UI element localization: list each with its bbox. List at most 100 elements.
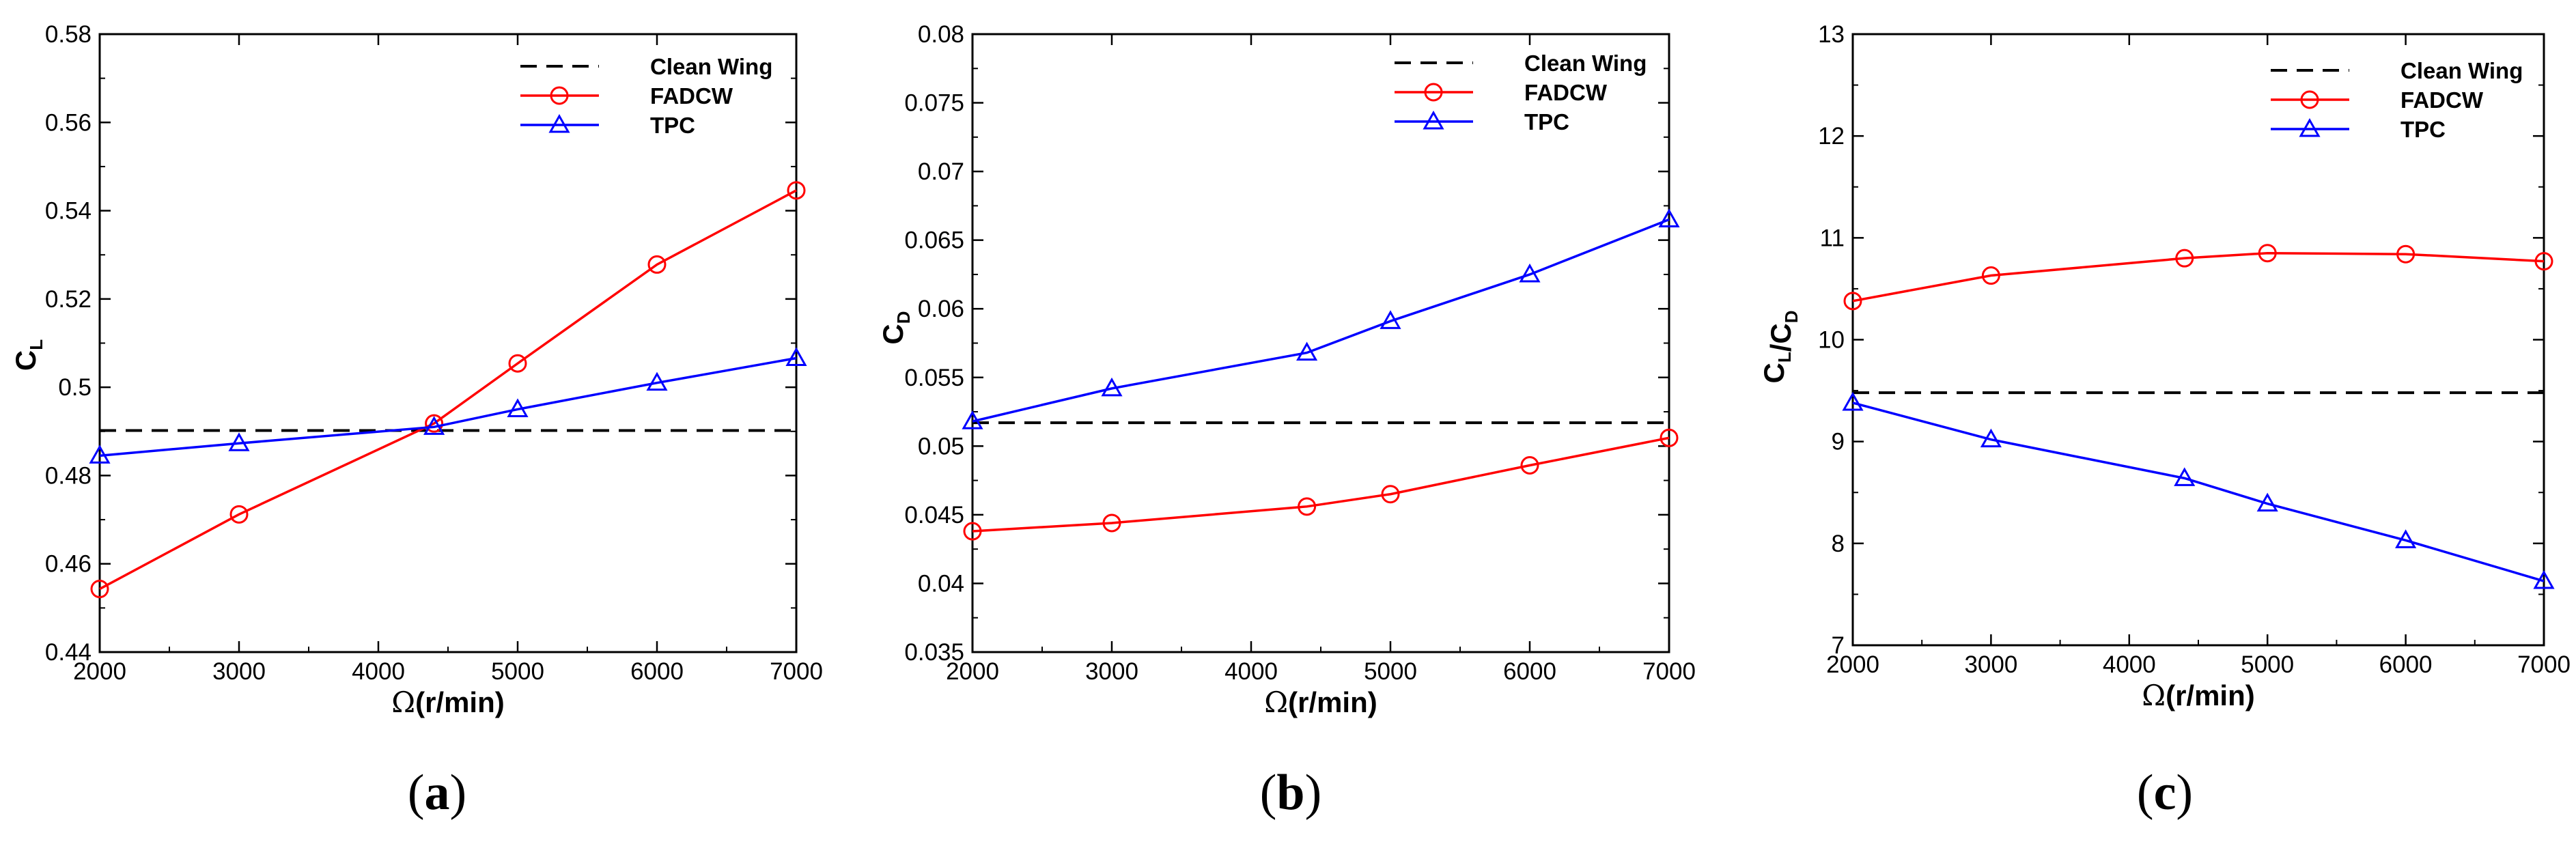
data-point-circle <box>787 181 806 200</box>
data-point-circle <box>1520 455 1539 475</box>
y-tick-label: 0.06 <box>918 296 964 322</box>
legend-label: Clean Wing <box>2400 58 2523 83</box>
data-point-triangle <box>2256 492 2278 512</box>
y-tick-label: 0.07 <box>918 158 964 185</box>
data-point-triangle <box>2395 529 2417 548</box>
y-tick-label: 13 <box>1818 21 1845 48</box>
x-tick-label: 2000 <box>1826 651 1879 678</box>
legend-label: TPC <box>2400 117 2446 142</box>
y-tick-label: 0.44 <box>45 639 92 666</box>
series-tpc <box>1842 391 2555 589</box>
data-point-triangle <box>1980 428 2002 448</box>
series-tpc <box>962 208 1680 429</box>
x-axis-label: Ω(r/min) <box>1264 686 1377 719</box>
data-point-triangle <box>785 347 807 366</box>
y-tick-label: 0.56 <box>45 109 92 136</box>
legend-label: Clean Wing <box>650 54 772 79</box>
y-tick-label: 0.46 <box>45 551 92 578</box>
legend-label: TPC <box>1524 109 1569 135</box>
x-tick-label: 3000 <box>1085 658 1138 685</box>
panel-label-c: (c) <box>2137 765 2193 821</box>
data-point-triangle <box>2174 467 2196 486</box>
y-tick-label: 0.05 <box>918 433 964 460</box>
data-point-triangle <box>89 445 111 464</box>
legend-label: Clean Wing <box>1524 51 1647 76</box>
legend-marker-triangle <box>548 113 570 133</box>
x-tick-label: 7000 <box>2517 651 2571 678</box>
x-tick-label: 7000 <box>1642 658 1696 685</box>
series-fadcw <box>1843 244 2553 311</box>
x-tick-label: 6000 <box>2379 651 2433 678</box>
y-tick-label: 12 <box>1818 123 1845 150</box>
data-point-circle <box>1660 428 1679 447</box>
data-point-triangle <box>1842 391 1864 411</box>
x-axis-label: Ω(r/min) <box>391 686 504 719</box>
y-tick-label: 0.58 <box>45 21 92 48</box>
x-tick-label: 3000 <box>1964 651 2017 678</box>
y-tick-label: 0.055 <box>904 365 964 391</box>
data-point-circle <box>2258 244 2277 263</box>
data-point-triangle <box>423 416 445 435</box>
legend: Clean Wing FADCW TPC <box>520 54 772 138</box>
data-point-circle <box>1981 266 2000 285</box>
data-point-circle <box>90 580 109 599</box>
y-axis-label: CL <box>10 339 46 371</box>
legend-marker-triangle <box>1423 110 1444 130</box>
series-line <box>972 436 1670 533</box>
x-tick-label: 7000 <box>770 658 823 685</box>
data-point-circle <box>963 522 982 541</box>
y-tick-label: 11 <box>1820 225 1845 251</box>
x-tick-label: 4000 <box>352 658 405 685</box>
y-tick-label: 7 <box>1832 632 1845 659</box>
y-tick-label: 0.48 <box>45 462 92 489</box>
legend-marker-circle <box>2300 90 2319 109</box>
x-tick-label: 4000 <box>1224 658 1278 685</box>
series-line <box>99 356 797 457</box>
y-tick-label: 0.08 <box>918 21 964 48</box>
legend: Clean Wing FADCW TPC <box>1395 51 1647 135</box>
legend-label: FADCW <box>1524 80 1608 105</box>
y-tick-label: 0.52 <box>45 286 92 313</box>
series-line <box>972 218 1670 423</box>
data-point-triangle <box>1296 341 1318 361</box>
series-line <box>1852 251 2545 302</box>
data-point-circle <box>2534 252 2553 271</box>
x-tick-label: 5000 <box>491 658 544 685</box>
legend-marker-circle <box>550 86 569 105</box>
data-point-circle <box>229 505 249 524</box>
legend-label: TPC <box>650 113 695 138</box>
y-tick-label: 0.5 <box>58 374 92 401</box>
y-axis-label: CD <box>877 311 914 344</box>
data-point-triangle <box>228 432 250 451</box>
y-tick-label: 0.045 <box>904 502 964 528</box>
x-tick-label: 6000 <box>630 658 684 685</box>
x-tick-label: 5000 <box>1364 658 1417 685</box>
data-point-circle <box>2396 244 2416 264</box>
chart-panel-a: 2000 3000 4000 5000 6000 7000 0.44 0.46 0.48 0.5 0… <box>10 21 823 719</box>
data-point-circle <box>1102 513 1121 533</box>
data-point-triangle <box>507 398 529 417</box>
data-point-circle <box>1298 497 1317 516</box>
data-point-triangle <box>962 410 983 429</box>
legend-label: FADCW <box>650 83 733 109</box>
y-tick-label: 10 <box>1818 327 1845 354</box>
series-fadcw <box>963 428 1679 541</box>
x-tick-label: 3000 <box>212 658 266 685</box>
data-point-triangle <box>1658 208 1680 227</box>
legend-marker-circle <box>1424 83 1443 102</box>
y-tick-label: 0.065 <box>904 227 964 254</box>
legend: Clean Wing FADCW TPC <box>2271 58 2523 142</box>
data-point-triangle <box>1101 377 1123 397</box>
data-point-triangle <box>646 371 668 391</box>
legend-label: FADCW <box>2400 87 2484 113</box>
series-tpc <box>89 347 807 464</box>
y-axis-label: CL/CD <box>1758 310 1802 383</box>
data-point-circle <box>1381 485 1400 504</box>
series-line <box>99 189 797 591</box>
x-tick-label: 2000 <box>946 658 999 685</box>
series-fadcw <box>90 181 806 599</box>
data-point-circle <box>1843 292 1862 311</box>
x-tick-label: 6000 <box>1503 658 1556 685</box>
chart-panel-b: 2000 3000 4000 5000 6000 7000 0.035 0.04 0.045 0.… <box>877 21 1696 719</box>
panel-label-b: (b) <box>1260 765 1321 821</box>
